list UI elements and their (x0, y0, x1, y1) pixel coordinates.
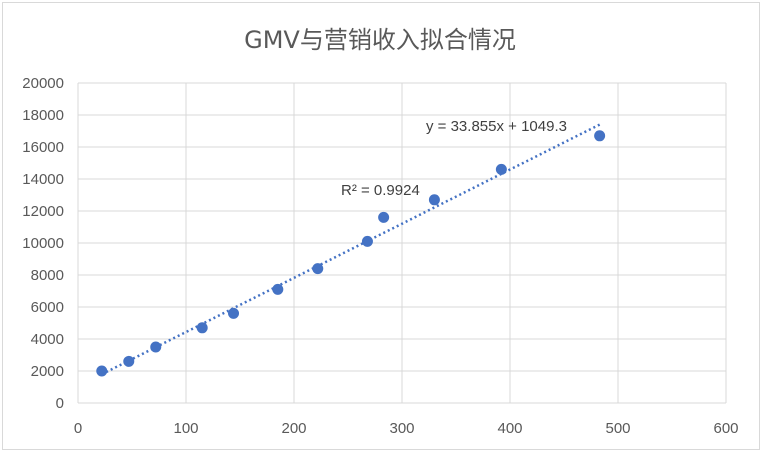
y-tick-label: 16000 (22, 139, 64, 156)
data-point (378, 211, 390, 223)
y-tick-label: 18000 (22, 107, 64, 124)
trendline-layer (101, 123, 601, 376)
data-point (196, 322, 208, 334)
data-point (594, 130, 606, 142)
data-points (96, 130, 606, 377)
x-tick-label: 600 (713, 420, 738, 437)
x-tick-label: 300 (389, 420, 414, 437)
data-point (361, 235, 373, 247)
y-tick-label: 2000 (31, 363, 64, 380)
y-tick-label: 0 (56, 395, 64, 412)
data-point (428, 194, 440, 206)
x-tick-label: 500 (605, 420, 630, 437)
y-tick-label: 6000 (31, 299, 64, 316)
chart-area (2, 2, 760, 450)
data-point (495, 163, 507, 175)
y-axis-ticks: 0 2000 4000 6000 8000 10000 12000 14000 16000 180… (22, 75, 64, 412)
y-tick-label: 8000 (31, 267, 64, 284)
y-tick-label: 10000 (22, 235, 64, 252)
y-tick-label: 4000 (31, 331, 64, 348)
x-tick-label: 400 (497, 420, 522, 437)
linear-trendline (101, 123, 601, 376)
trendline-equation: y = 33.855x + 1049.3 (426, 118, 567, 135)
data-point (312, 263, 324, 275)
y-tick-label: 14000 (22, 171, 64, 188)
x-tick-label: 200 (281, 420, 306, 437)
data-point (96, 365, 108, 377)
r-squared-label: R² = 0.9924 (341, 182, 420, 199)
data-point (228, 307, 240, 319)
x-tick-label: 0 (74, 420, 82, 437)
x-axis-ticks: 0 100 200 300 400 500 600 (74, 420, 739, 437)
grid-layer (77, 82, 727, 404)
data-point (123, 355, 135, 367)
chart-title: GMV与营销收入拟合情况 (244, 26, 516, 54)
x-tick-label: 100 (173, 420, 198, 437)
data-point (150, 341, 162, 353)
y-tick-label: 12000 (22, 203, 64, 220)
data-point (272, 283, 284, 295)
y-tick-label: 20000 (22, 75, 64, 92)
